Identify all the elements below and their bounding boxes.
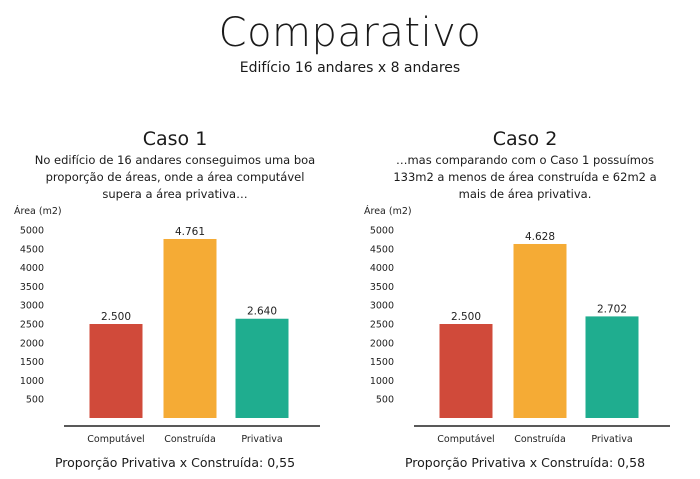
y-tick-label: 2500 xyxy=(20,320,44,331)
x-tick-label: Privativa xyxy=(591,434,632,445)
y-tick-label: 500 xyxy=(26,395,44,406)
y-tick-label: 4000 xyxy=(20,263,44,274)
y-tick-label: 3500 xyxy=(20,282,44,293)
bar-privativa xyxy=(585,316,639,418)
y-axis-label: Área (m2) xyxy=(364,205,412,217)
x-tick-label: Construída xyxy=(164,434,216,445)
chart-description: No edifício de 16 andares conseguimos um… xyxy=(34,153,316,201)
bar-privativa xyxy=(235,318,289,418)
y-tick-label: 4500 xyxy=(20,244,44,255)
y-tick-label: 1500 xyxy=(20,357,44,368)
y-tick-label: 500 xyxy=(376,395,394,406)
y-tick-label: 2500 xyxy=(370,320,394,331)
bar-construída xyxy=(163,238,217,418)
bar-value-label: 4.761 xyxy=(175,226,205,238)
y-tick-label: 4500 xyxy=(370,244,394,255)
chart-panel-case-2: Área (m2) 500 1000 1500 2000 2500 3000 3500 4000… xyxy=(350,0,700,479)
bar-value-label: 2.702 xyxy=(597,303,627,315)
bar-value-label: 2.640 xyxy=(247,306,277,318)
x-tick-label: Construída xyxy=(514,434,566,445)
x-tick-label: Computável xyxy=(87,434,144,445)
y-tick-label: 2000 xyxy=(20,338,44,349)
y-tick-label: 1000 xyxy=(20,376,44,387)
chart-description: …mas comparando com o Caso 1 possuímos 1… xyxy=(393,153,657,201)
chart-panel-case-1: Área (m2) 500 1000 1500 2000 2500 3000 3500 4000… xyxy=(14,128,320,470)
bar-chart-case-2: Área (m2) 500 1000 1500 2000 2500 3000 3500 4000… xyxy=(364,205,670,445)
y-tick-label: 3000 xyxy=(370,301,394,312)
y-tick-label: 4000 xyxy=(370,263,394,274)
bar-value-label: 2.500 xyxy=(451,311,481,323)
y-tick-label: 5000 xyxy=(370,226,394,237)
y-tick-label: 2000 xyxy=(370,338,394,349)
y-axis-label: Área (m2) xyxy=(14,205,62,217)
proportion-text: Proporção Privativa x Construída: 0,58 xyxy=(404,455,646,470)
bar-computável xyxy=(89,324,143,418)
page-subtitle: Edifício 16 andares x 8 andares xyxy=(239,60,461,76)
bar-computável xyxy=(439,324,493,418)
y-tick-label: 3500 xyxy=(370,282,394,293)
x-tick-label: Privativa xyxy=(241,434,282,445)
y-tick-label: 1500 xyxy=(370,357,394,368)
y-tick-label: 3000 xyxy=(20,301,44,312)
bar-value-label: 2.500 xyxy=(101,311,131,323)
chart-title: Caso 2 xyxy=(492,128,558,150)
bar-construída xyxy=(513,243,567,418)
bar-value-label: 4.628 xyxy=(525,231,555,243)
chart-title: Caso 1 xyxy=(142,128,208,150)
page-title: Comparativo xyxy=(218,10,482,56)
x-tick-label: Computável xyxy=(437,434,494,445)
y-tick-label: 5000 xyxy=(20,226,44,237)
y-tick-label: 1000 xyxy=(370,376,394,387)
proportion-text: Proporção Privativa x Construída: 0,55 xyxy=(54,455,296,470)
bar-chart-case-1: Área (m2) 500 1000 1500 2000 2500 3000 3500 4000… xyxy=(14,205,320,445)
